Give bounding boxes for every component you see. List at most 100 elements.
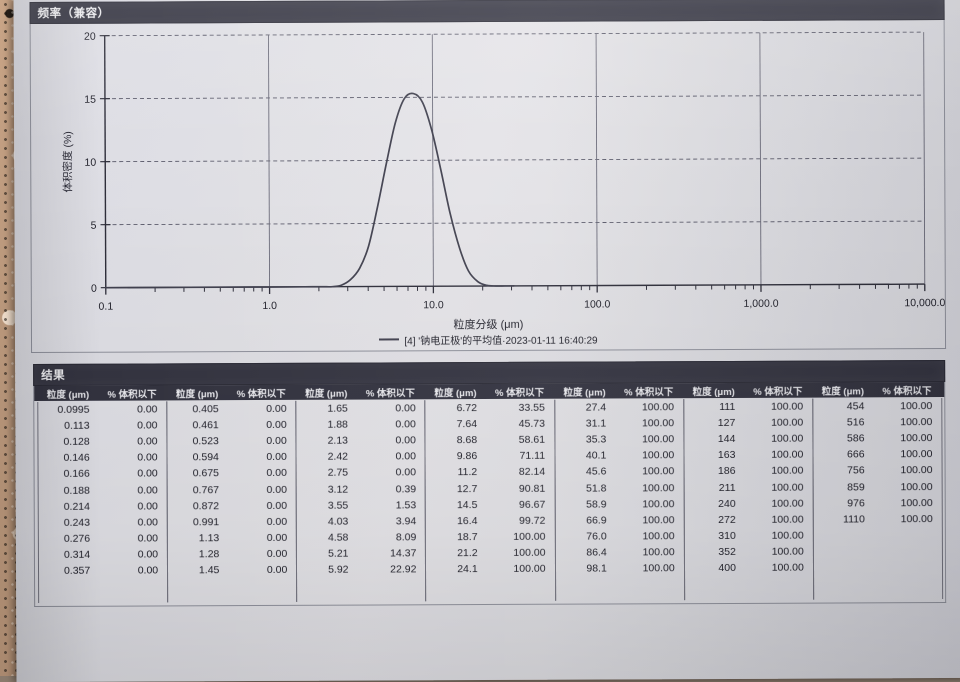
cell-percent-under: 100.00 xyxy=(744,401,812,413)
cell-percent-under: 3.94 xyxy=(357,515,425,527)
cell-particle-size: 21.2 xyxy=(426,547,486,559)
cell-percent-under: 100.00 xyxy=(874,513,942,525)
svg-text:10.0: 10.0 xyxy=(423,299,444,311)
cell-percent-under: 100.00 xyxy=(744,433,812,445)
cell-particle-size: 586 xyxy=(813,433,873,445)
cell-percent-under: 0.00 xyxy=(228,532,296,544)
cell-percent-under: 0.00 xyxy=(99,548,167,560)
cell-particle-size: 0.276 xyxy=(39,533,99,545)
cell-percent-under: 58.61 xyxy=(486,434,554,446)
cell-percent-under: 100.00 xyxy=(744,449,812,461)
cell-percent-under: 0.00 xyxy=(99,436,167,448)
cell-particle-size: 0.991 xyxy=(168,516,228,528)
results-column-header: 粒度 (μm)% 体积以下 xyxy=(684,383,812,399)
cell-percent-under: 100.00 xyxy=(615,433,683,445)
cell-particle-size: 3.55 xyxy=(297,499,357,511)
cell-percent-under: 100.00 xyxy=(745,497,813,509)
cell-particle-size: 240 xyxy=(684,498,744,510)
results-column-header: 粒度 (μm)% 体积以下 xyxy=(813,382,941,398)
cell-percent-under: 82.14 xyxy=(486,466,554,478)
cell-percent-under: 0.00 xyxy=(228,564,296,576)
cell-particle-size: 0.243 xyxy=(39,516,99,528)
svg-text:体积密度 (%): 体积密度 (%) xyxy=(61,131,74,192)
cell-particle-size: 0.214 xyxy=(39,500,99,512)
cell-particle-size: 2.42 xyxy=(297,451,357,463)
header-percent: % 体积以下 xyxy=(873,383,942,397)
cell-percent-under: 0.39 xyxy=(357,483,425,495)
cell-percent-under: 0.00 xyxy=(357,467,425,479)
cell-particle-size: 12.7 xyxy=(426,483,486,495)
cell-percent-under: 0.00 xyxy=(228,435,296,447)
cell-particle-size: 111 xyxy=(684,401,744,413)
cell-particle-size: 127 xyxy=(684,417,744,429)
cell-percent-under: 100.00 xyxy=(873,400,941,412)
cell-percent-under: 0.00 xyxy=(357,451,425,463)
header-percent: % 体积以下 xyxy=(485,384,554,398)
header-size: 粒度 (μm) xyxy=(296,385,356,399)
svg-text:0: 0 xyxy=(91,283,97,295)
cell-percent-under: 33.55 xyxy=(486,402,554,414)
cell-percent-under: 0.00 xyxy=(357,402,425,414)
cell-particle-size: 0.0995 xyxy=(38,404,98,416)
cell-particle-size: 310 xyxy=(685,530,745,542)
cell-particle-size: 51.8 xyxy=(555,482,615,494)
cell-percent-under: 0.00 xyxy=(99,403,167,415)
cell-particle-size: 859 xyxy=(813,481,873,493)
cell-percent-under: 0.00 xyxy=(99,564,167,576)
cell-percent-under: 100.00 xyxy=(744,417,812,429)
cell-particle-size: 976 xyxy=(814,497,874,509)
cell-percent-under: 45.73 xyxy=(486,418,554,430)
cell-percent-under: 0.00 xyxy=(99,468,167,480)
cell-percent-under: 100.00 xyxy=(873,432,941,444)
cell-percent-under: 100.00 xyxy=(744,465,812,477)
svg-text:20: 20 xyxy=(84,31,96,43)
cell-particle-size: 756 xyxy=(813,465,873,477)
cell-particle-size: 0.675 xyxy=(168,468,228,480)
cell-percent-under: 100.00 xyxy=(487,563,555,575)
header-size: 粒度 (μm) xyxy=(555,384,615,398)
cell-percent-under: 100.00 xyxy=(615,498,683,510)
cell-particle-size: 186 xyxy=(684,465,744,477)
cell-particle-size: 0.357 xyxy=(39,565,99,577)
cell-particle-size: 2.13 xyxy=(297,435,357,447)
cell-percent-under: 100.00 xyxy=(616,546,684,558)
results-column-header: 粒度 (μm)% 体积以下 xyxy=(296,384,424,400)
cell-percent-under: 100.00 xyxy=(486,531,554,543)
cell-percent-under: 0.00 xyxy=(228,516,296,528)
svg-text:5: 5 xyxy=(91,220,97,232)
header-size: 粒度 (μm) xyxy=(426,385,486,399)
results-panel-title: 结果 xyxy=(41,367,65,383)
cell-particle-size: 144 xyxy=(684,433,744,445)
cell-percent-under: 0.00 xyxy=(228,403,296,415)
